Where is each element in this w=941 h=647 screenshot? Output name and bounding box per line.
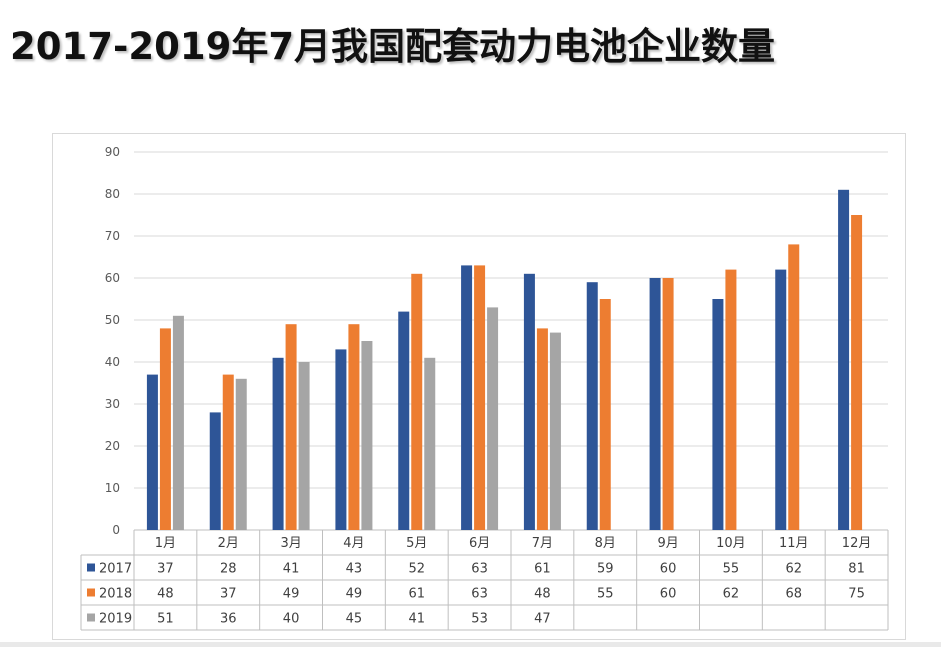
bottom-divider	[0, 642, 941, 647]
data-label: 28	[220, 562, 237, 577]
x-tick-label: 7月	[532, 536, 553, 551]
data-label: 62	[723, 587, 740, 602]
bar-2019-3月	[298, 362, 310, 530]
data-label: 61	[408, 587, 425, 602]
y-tick-label: 70	[105, 229, 120, 243]
bar-2017-12月	[838, 189, 850, 531]
bar-2019-7月	[549, 332, 561, 530]
y-tick-label: 40	[105, 355, 120, 369]
y-tick-label: 0	[112, 523, 120, 537]
data-label: 48	[157, 587, 174, 602]
chart-area: 0 10 20 30 40 50 60 70 80 90 1月 2月 3月 4月 5月 6月 7月 8月 9月 10月…	[52, 133, 906, 640]
bar-2018-9月	[662, 278, 674, 530]
y-tick-label: 60	[105, 271, 120, 285]
bar-2018-6月	[474, 265, 486, 530]
bar-2018-10月	[725, 269, 737, 530]
data-label: 53	[471, 612, 488, 627]
bar-2018-7月	[536, 328, 548, 530]
y-tick-label: 30	[105, 397, 120, 411]
y-tick-label: 90	[105, 145, 120, 159]
bar-chart: 0 10 20 30 40 50 60 70 80 90 1月 2月 3月 4月 5月 6月 7月 8月 9月 10月…	[80, 145, 889, 631]
bar-2018-4月	[348, 324, 360, 530]
legend-key-2017	[87, 563, 95, 572]
data-label: 52	[408, 562, 425, 577]
bar-2018-5月	[411, 273, 423, 530]
bar-2017-11月	[775, 269, 787, 530]
bar-2017-4月	[335, 349, 347, 530]
bar-2019-6月	[487, 307, 499, 530]
data-label: 40	[283, 612, 300, 627]
bar-2017-6月	[461, 265, 473, 530]
bar-2017-9月	[649, 278, 661, 530]
data-label: 41	[283, 562, 300, 577]
data-label: 45	[346, 612, 363, 627]
x-tick-label: 1月	[155, 536, 176, 551]
legend-label: 2017	[99, 562, 132, 577]
data-label: 49	[283, 587, 300, 602]
data-label: 59	[597, 562, 614, 577]
bar-2017-2月	[209, 412, 221, 530]
data-label: 47	[534, 612, 551, 627]
bar-2017-3月	[272, 357, 284, 530]
bar-2018-1月	[159, 328, 171, 530]
data-label: 49	[346, 587, 363, 602]
bar-2018-8月	[599, 299, 611, 530]
legend-label: 2019	[99, 612, 132, 627]
bar-2018-3月	[285, 324, 297, 530]
bar-2019-2月	[235, 378, 247, 530]
x-tick-label: 3月	[280, 536, 301, 551]
x-tick-label: 4月	[343, 536, 364, 551]
bar-2019-4月	[361, 341, 373, 530]
data-label: 63	[471, 587, 488, 602]
bar-2018-12月	[851, 215, 863, 530]
bar-2017-10月	[712, 299, 724, 530]
data-label: 62	[785, 562, 802, 577]
data-label: 60	[660, 587, 677, 602]
x-tick-label: 6月	[469, 536, 490, 551]
x-tick-label: 5月	[406, 536, 427, 551]
bar-2019-1月	[172, 315, 184, 530]
data-label: 41	[408, 612, 425, 627]
data-label: 63	[471, 562, 488, 577]
data-label: 55	[597, 587, 614, 602]
data-label: 60	[660, 562, 677, 577]
x-tick-label: 10月	[716, 536, 746, 551]
legend-key-2018	[87, 588, 95, 597]
y-tick-label: 50	[105, 313, 120, 327]
data-label: 48	[534, 587, 551, 602]
bar-2017-7月	[523, 273, 535, 530]
bar-2017-5月	[398, 311, 410, 530]
data-label: 81	[848, 562, 865, 577]
data-label: 75	[848, 587, 865, 602]
x-tick-label: 11月	[779, 536, 809, 551]
data-label: 61	[534, 562, 551, 577]
data-label: 37	[220, 587, 237, 602]
x-tick-label: 9月	[657, 536, 678, 551]
bar-2018-11月	[788, 244, 800, 530]
y-tick-label: 80	[105, 187, 120, 201]
bar-2018-2月	[222, 374, 234, 530]
legend-label: 2018	[99, 587, 132, 602]
x-tick-label: 2月	[218, 536, 239, 551]
bar-2017-1月	[146, 374, 158, 530]
x-tick-label: 12月	[842, 536, 872, 551]
x-tick-label: 8月	[595, 536, 616, 551]
data-label: 68	[785, 587, 802, 602]
bar-2019-5月	[424, 357, 436, 530]
legend-key-2019	[87, 613, 95, 622]
bar-2017-8月	[586, 282, 598, 530]
data-label: 43	[346, 562, 363, 577]
chart-title: 2017-2019年7月我国配套动力电池企业数量	[10, 25, 776, 68]
data-label: 55	[723, 562, 740, 577]
data-label: 36	[220, 612, 237, 627]
y-tick-label: 20	[105, 439, 120, 453]
y-tick-label: 10	[105, 481, 120, 495]
data-label: 37	[157, 562, 174, 577]
data-label: 51	[157, 612, 174, 627]
